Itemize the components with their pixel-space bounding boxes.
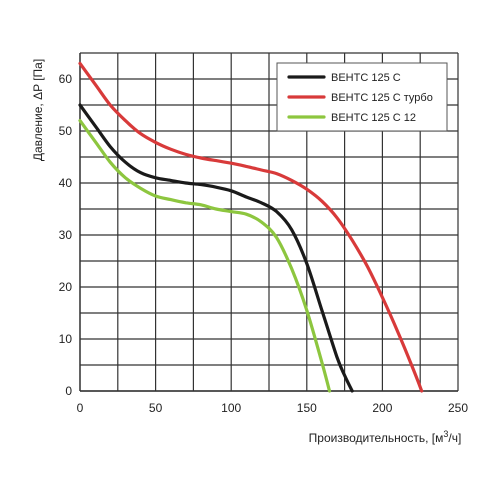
- x-tick-label: 100: [221, 401, 241, 415]
- series-line-2: [78, 61, 424, 393]
- x-tick-label: 250: [448, 401, 468, 415]
- legend: ВЕНТС 125 С ВЕНТС 125 С турбо ВЕНТС 125 С …: [276, 62, 448, 132]
- y-tick-label: 60: [59, 72, 73, 86]
- y-tick-label: 10: [59, 332, 73, 346]
- y-tick-label: 40: [59, 176, 73, 190]
- y-axis-title: Давление, ΔP [Па]: [31, 59, 45, 161]
- legend-label-3: ВЕНТС 125 С 12: [331, 112, 416, 124]
- x-tick-label: 150: [297, 401, 317, 415]
- y-tick-labels: 0 10 20 30 40 50 60: [59, 72, 73, 398]
- y-tick-label: 30: [59, 228, 73, 242]
- x-axis-title: Производительность, [м3/ч]: [309, 429, 462, 445]
- x-tick-label: 0: [77, 401, 84, 415]
- series-line-1: [78, 103, 354, 393]
- y-tick-label: 50: [59, 124, 73, 138]
- x-tick-labels: 0 50 100 150 200 250: [77, 401, 469, 415]
- legend-label-2: ВЕНТС 125 С турбо: [331, 92, 433, 104]
- x-tick-label: 50: [149, 401, 163, 415]
- x-tick-label: 200: [372, 401, 392, 415]
- y-tick-label: 0: [65, 384, 72, 398]
- series-line-3: [78, 119, 332, 393]
- chart-series: [78, 61, 424, 393]
- legend-label-1: ВЕНТС 125 С: [331, 72, 401, 84]
- y-tick-label: 20: [59, 280, 73, 294]
